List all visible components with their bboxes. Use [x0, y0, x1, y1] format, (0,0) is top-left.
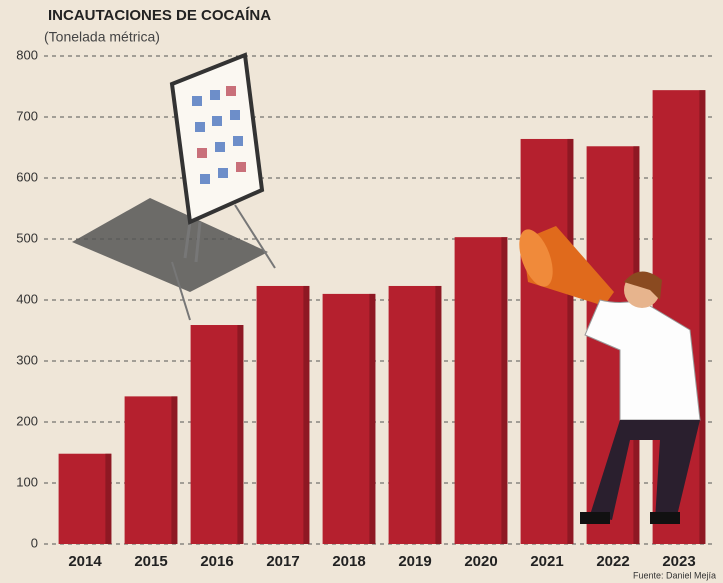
bar	[520, 138, 574, 544]
bar	[190, 325, 244, 544]
y-tick-label: 200	[16, 413, 38, 428]
bar-shade	[501, 237, 508, 545]
bar-shade	[237, 325, 244, 544]
y-tick-label: 0	[31, 535, 38, 550]
bar-shade	[435, 285, 442, 544]
bar-shade	[567, 138, 574, 544]
x-tick-label: 2016	[200, 553, 233, 570]
x-tick-label: 2023	[662, 553, 695, 570]
bar	[58, 453, 112, 544]
y-tick-label: 400	[16, 291, 38, 306]
grid: 0 100 200 300 400 500 600 700 800	[16, 47, 712, 550]
bar	[256, 285, 310, 544]
x-tick-label: 2017	[266, 553, 299, 570]
x-tick-label: 2021	[530, 553, 563, 570]
bar	[124, 396, 178, 544]
bar	[322, 293, 376, 544]
y-tick-label: 600	[16, 169, 38, 184]
x-tick-label: 2015	[134, 553, 167, 570]
y-tick-label: 100	[16, 474, 38, 489]
bar-shade	[699, 90, 706, 544]
person-illustration	[519, 226, 701, 524]
bar-shade	[171, 396, 178, 544]
flipchart-illustration	[72, 52, 276, 321]
y-tick-label: 800	[16, 47, 38, 62]
x-tick-label: 2020	[464, 553, 497, 570]
x-tick-label: 2018	[332, 553, 365, 570]
labels: 2014 2015 2016 2017 2018 2019 2020 2021 2022 2023	[68, 553, 695, 570]
y-tick-label: 500	[16, 230, 38, 245]
source-note: Fuente: Daniel Mejía	[633, 570, 716, 580]
bar-shade	[105, 453, 112, 544]
chart-title: INCAUTACIONES DE COCAÍNA	[48, 7, 271, 24]
x-tick-label: 2019	[398, 553, 431, 570]
bar	[454, 237, 508, 545]
chart-subtitle: (Tonelada métrica)	[44, 29, 160, 45]
bar-shade	[303, 285, 310, 544]
bar	[388, 285, 442, 544]
bar-shade	[369, 293, 376, 544]
x-tick-label: 2014	[68, 553, 102, 570]
y-tick-label: 300	[16, 352, 38, 367]
x-tick-label: 2022	[596, 553, 629, 570]
y-tick-label: 700	[16, 108, 38, 123]
